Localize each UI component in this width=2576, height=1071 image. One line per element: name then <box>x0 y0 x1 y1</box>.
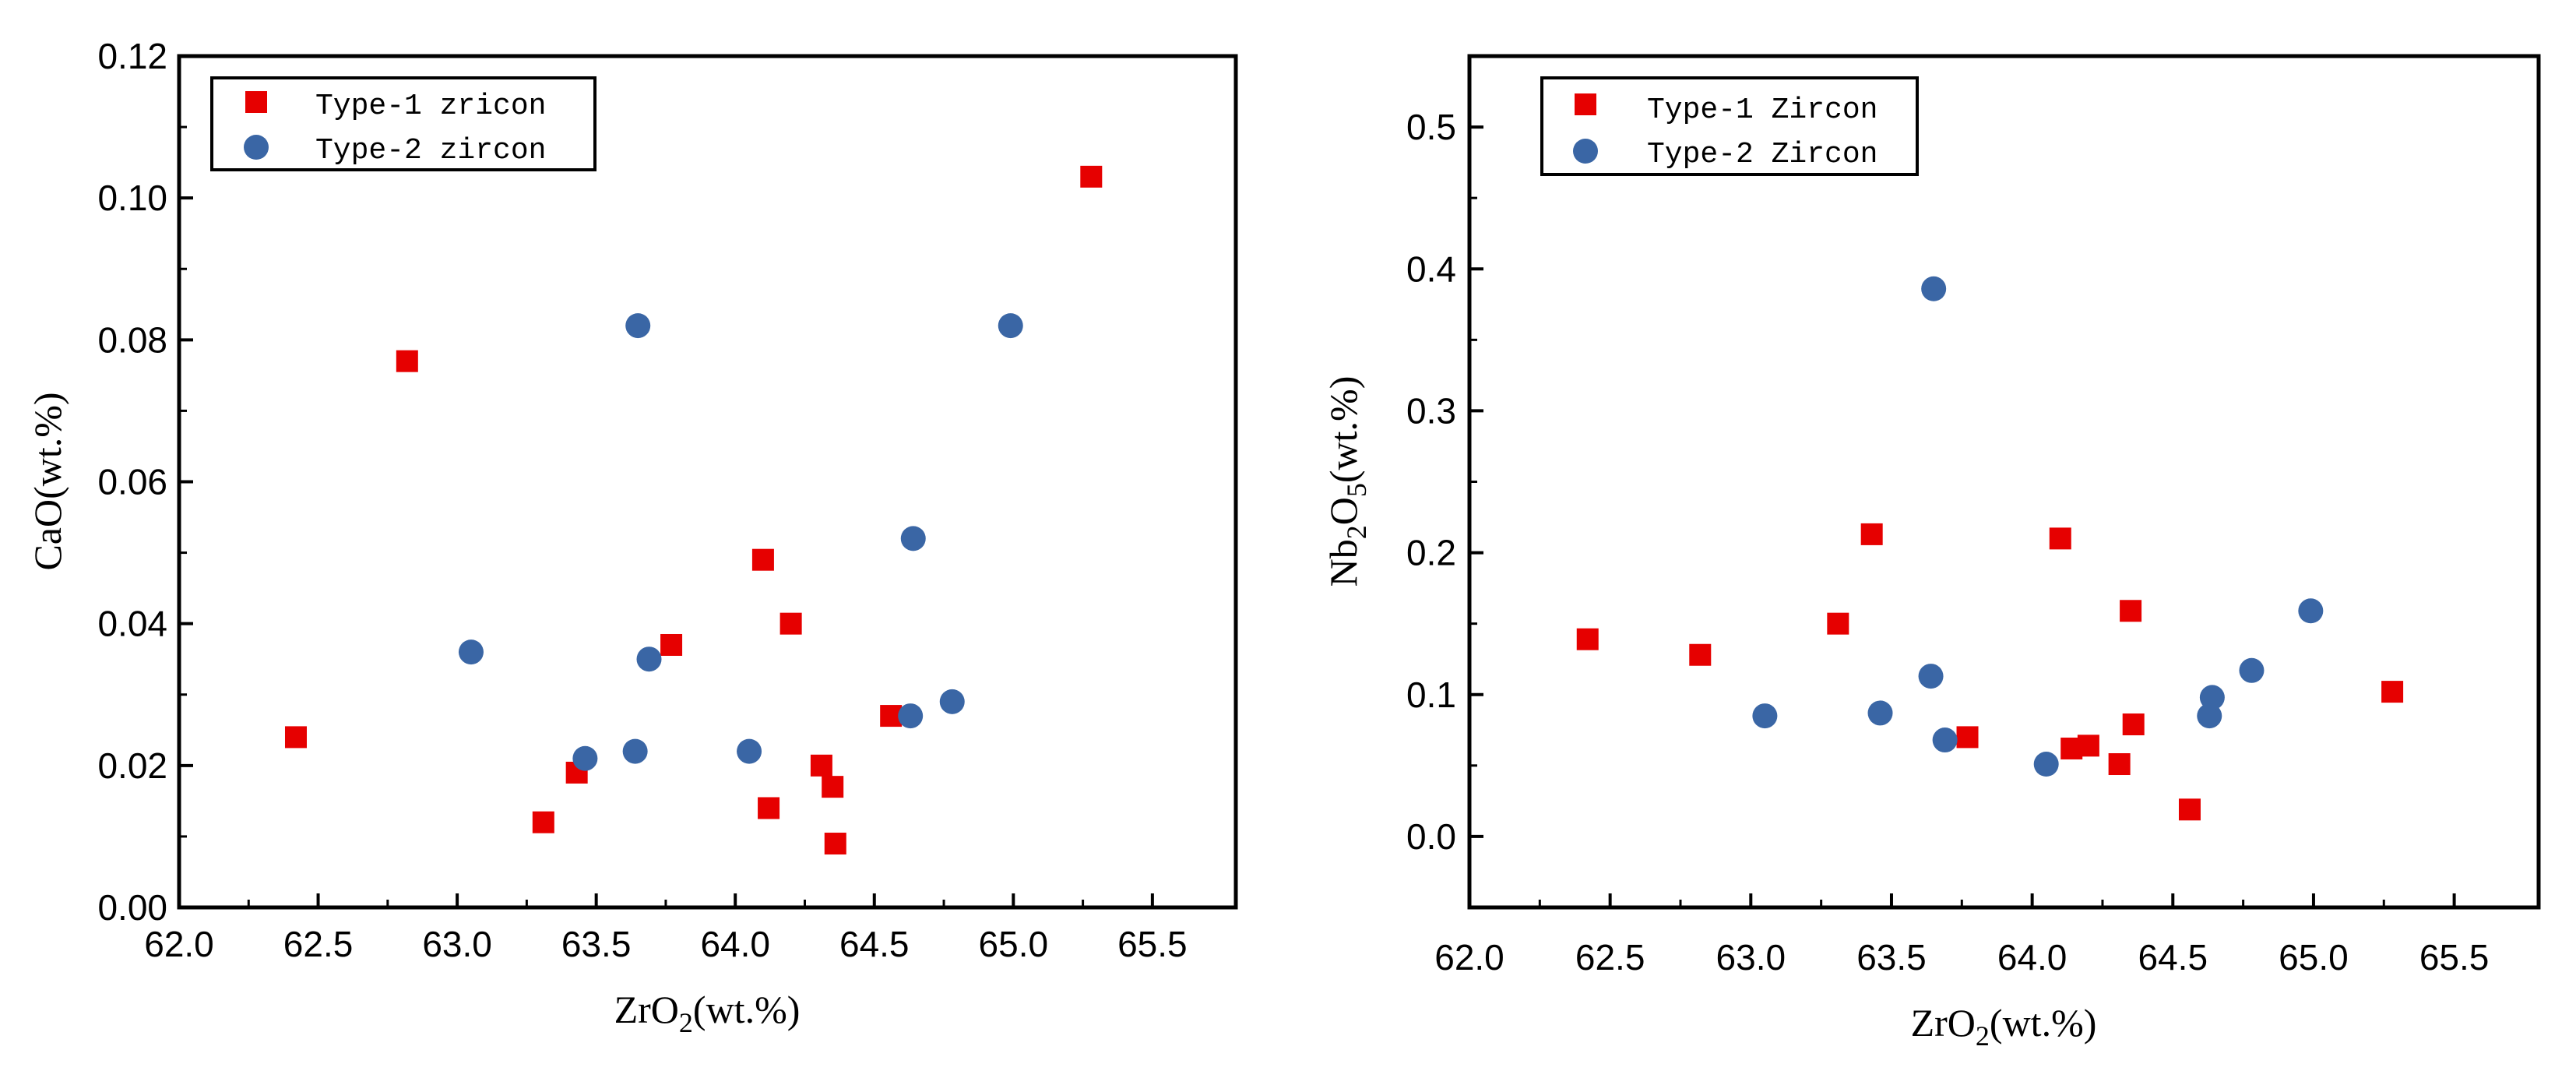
x-tick-label: 64.0 <box>1997 937 2067 978</box>
type2-point <box>1932 728 1958 753</box>
type1-point <box>2077 735 2099 757</box>
y-tick-label: 0.08 <box>97 319 167 360</box>
legend-marker-type1 <box>245 91 267 113</box>
type1-point <box>396 350 418 372</box>
legend-box <box>210 76 596 171</box>
type1-point <box>2108 753 2131 776</box>
type2-point <box>2298 598 2324 624</box>
nb2o5-chart: 62.0 62.5 63.0 63.5 64.0 64.5 65.0 65.5 0.0 0.1 0.… <box>1321 54 2541 1052</box>
type2-point <box>1918 664 1944 689</box>
type2-point <box>1921 276 1947 301</box>
type1-point <box>532 811 554 833</box>
type1-point <box>1956 726 1979 749</box>
y-tick-label: 0.10 <box>97 178 167 218</box>
y-tick-label: 0.00 <box>97 887 167 928</box>
legend-label-type1: Type-1 zricon <box>315 90 546 123</box>
x-tick-label: 62.0 <box>144 924 214 964</box>
axis-ticks: 62.0 62.5 63.0 63.5 64.0 64.5 65.0 65.5 0.00 0.02… <box>97 36 1187 964</box>
type1-point <box>2178 798 2201 821</box>
x-tick-label: 65.5 <box>2419 937 2490 978</box>
x-tick-label: 64.5 <box>2138 937 2208 978</box>
x-tick-label: 64.5 <box>839 924 910 964</box>
type2-point <box>2033 752 2059 777</box>
type1-point <box>1689 643 1712 666</box>
y-tick-label: 0.0 <box>1406 816 1456 857</box>
type1-point <box>824 833 846 855</box>
type2-point <box>625 313 651 339</box>
type2-point <box>2197 703 2222 729</box>
x-tick-label: 62.0 <box>1434 937 1504 978</box>
x-tick-label: 65.5 <box>1117 924 1188 964</box>
y-tick-label: 0.04 <box>97 604 167 644</box>
type1-point <box>810 754 832 777</box>
x-tick-label: 65.0 <box>979 924 1049 964</box>
type1-point <box>822 776 844 798</box>
y-tick-label: 0.2 <box>1406 533 1456 573</box>
legend-label-type2: Type-2 zircon <box>315 134 546 167</box>
x-tick-label: 63.5 <box>561 924 632 964</box>
type2-point <box>458 639 484 665</box>
type2-point <box>1867 700 1893 726</box>
type1-point <box>2122 713 2145 736</box>
x-tick-label: 64.0 <box>700 924 770 964</box>
legend-marker-type2 <box>244 135 269 160</box>
y-tick-label: 0.12 <box>97 36 167 76</box>
x-tick-label: 63.0 <box>1716 937 1786 978</box>
legend-marker-type1 <box>1575 93 1596 115</box>
legend-label-type1: Type-1 Zircon <box>1647 93 1877 127</box>
legend: Type-1 Zircon Type-2 Zircon <box>1540 76 1919 176</box>
type2-point <box>998 313 1023 339</box>
type2-point <box>900 526 926 551</box>
type1-point <box>758 797 780 819</box>
x-axis-label: ZrO2(wt.%) <box>1911 1001 2097 1052</box>
y-tick-label: 0.3 <box>1406 390 1456 431</box>
y-axis-label: CaO(wt.%) <box>26 392 69 570</box>
x-tick-label: 62.5 <box>1575 937 1645 978</box>
type2-point <box>737 738 762 764</box>
data-points <box>1576 276 2404 821</box>
type2-point <box>622 738 648 764</box>
legend-marker-type2 <box>1573 139 1598 164</box>
x-tick-label: 63.0 <box>422 924 492 964</box>
type1-point <box>2381 681 2404 703</box>
type1-point <box>660 633 683 656</box>
axis-ticks: 62.0 62.5 63.0 63.5 64.0 64.5 65.0 65.5 0.0 0.1 0.… <box>1406 107 2489 978</box>
legend: Type-1 zricon Type-2 zircon <box>210 76 596 171</box>
data-points <box>284 165 1103 855</box>
type1-point <box>1080 165 1103 188</box>
type2-point <box>2199 685 2225 710</box>
x-tick-label: 65.0 <box>2279 937 2349 978</box>
y-tick-label: 0.4 <box>1406 248 1456 289</box>
y-tick-label: 0.02 <box>97 745 167 786</box>
type1-point <box>1860 523 1883 545</box>
type2-point <box>636 646 662 672</box>
plot-frame <box>1467 54 2541 910</box>
type1-point <box>779 612 802 635</box>
y-tick-label: 0.5 <box>1406 107 1456 147</box>
type2-point <box>572 745 598 771</box>
cao-chart: 62.0 62.5 63.0 63.5 64.0 64.5 65.0 65.5 0.00 0.02… <box>26 36 1238 1038</box>
type2-point <box>2239 657 2265 683</box>
y-tick-label: 0.1 <box>1406 675 1456 715</box>
type1-point <box>751 548 774 571</box>
plot-frame <box>177 54 1238 910</box>
type1-point <box>1827 612 1849 635</box>
type1-point <box>1576 628 1599 650</box>
type2-point <box>939 689 965 714</box>
legend-box <box>1540 76 1919 176</box>
x-axis-label: ZrO2(wt.%) <box>614 988 801 1038</box>
legend-label-type2: Type-2 Zircon <box>1647 138 1877 171</box>
y-tick-label: 0.06 <box>97 462 167 502</box>
type1-point <box>2049 527 2071 550</box>
type1-point <box>284 726 307 749</box>
type2-point <box>898 703 924 729</box>
x-tick-label: 62.5 <box>283 924 354 964</box>
x-tick-label: 63.5 <box>1856 937 1927 978</box>
type2-point <box>1752 703 1778 729</box>
y-axis-label: Nb2O5(wt.%) <box>1321 376 1372 587</box>
type1-point <box>2120 600 2142 622</box>
